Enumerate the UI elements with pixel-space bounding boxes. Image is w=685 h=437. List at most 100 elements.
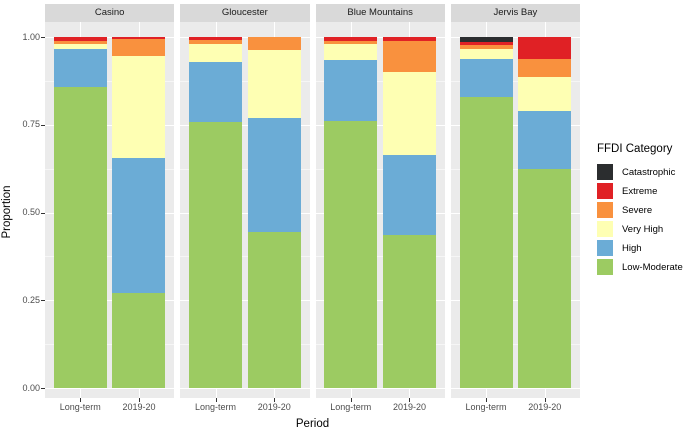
y-tick-mark	[41, 300, 45, 302]
facet-strip-casino: Casino	[45, 4, 175, 22]
segment-jervis-bay-2019-20-severe	[518, 59, 572, 77]
segment-blue-mountains-2019-20-low-moderate	[382, 235, 436, 388]
gridline-minor	[45, 344, 175, 346]
legend-item-severe: Severe	[597, 202, 685, 218]
gridline-major	[45, 300, 175, 302]
gridline-minor	[45, 80, 175, 82]
legend-label-catastrophic: Catastrophic	[622, 166, 676, 178]
gridline-minor	[180, 256, 310, 258]
segment-blue-mountains-long-term-very-high	[324, 44, 378, 61]
gridline-major	[315, 37, 445, 38]
x-tick-mark	[138, 397, 140, 402]
segment-gloucester-2019-20-high	[247, 117, 301, 232]
x-tick-label-long-term: Long-term	[465, 402, 507, 412]
segment-casino-long-term-severe	[53, 40, 107, 45]
gridline-major	[315, 300, 445, 302]
segment-casino-2019-20-low-moderate	[112, 293, 166, 388]
legend-swatch-severe	[597, 202, 613, 218]
legend-item-high: High	[597, 240, 685, 256]
x-axis-title: Period	[295, 418, 330, 430]
gridline-major	[450, 300, 580, 302]
legend-swatch-very-high	[597, 221, 613, 237]
legend-title: FFDI Category	[597, 143, 673, 155]
segment-jervis-bay-long-term-extreme	[459, 41, 513, 46]
segment-blue-mountains-2019-20-extreme	[382, 37, 436, 42]
gridline-major	[180, 37, 310, 38]
y-tick-label-0.00: 0.00	[22, 382, 40, 393]
legend-item-low-moderate: Low-Moderate	[597, 259, 685, 275]
segment-blue-mountains-2019-20-severe	[382, 41, 436, 73]
segment-jervis-bay-long-term-catastrophic	[459, 37, 513, 42]
gridline-minor	[180, 80, 310, 82]
gridline-minor	[450, 344, 580, 346]
segment-gloucester-2019-20-severe	[247, 37, 301, 50]
y-tick-mark	[41, 37, 45, 38]
gridline-minor	[180, 168, 310, 170]
segment-casino-2019-20-severe	[112, 39, 166, 57]
gridline-minor	[450, 168, 580, 170]
facet-strip-label-blue-mountains: Blue Mountains	[347, 7, 413, 19]
gridline-major	[315, 124, 445, 126]
legend-swatch-catastrophic	[597, 164, 613, 180]
x-tick-label-long-term: Long-term	[195, 402, 237, 412]
bar-casino-2019-20	[112, 37, 166, 388]
segment-jervis-bay-2019-20-extreme	[518, 37, 572, 60]
segment-jervis-bay-long-term-low-moderate	[459, 96, 513, 388]
x-tick-mark	[215, 397, 217, 402]
segment-blue-mountains-long-term-extreme	[324, 37, 378, 42]
segment-blue-mountains-long-term-low-moderate	[324, 120, 378, 388]
x-tick-mark	[544, 397, 546, 402]
legend: FFDI Category Catastrophic Extreme Severe V…	[597, 143, 685, 278]
gridline-major	[180, 300, 310, 302]
segment-blue-mountains-long-term-severe	[324, 41, 378, 45]
x-tick-label-long-term: Long-term	[59, 402, 101, 412]
legend-label-severe: Severe	[622, 204, 653, 216]
y-tick-mark	[41, 124, 45, 126]
legend-label-very-high: Very High	[622, 223, 664, 235]
gridline-major	[450, 37, 580, 38]
x-tick-mark	[350, 397, 352, 402]
segment-jervis-bay-2019-20-very-high	[518, 77, 572, 112]
gridline-minor	[180, 344, 310, 346]
x-tick-label-long-term: Long-term	[330, 402, 372, 412]
facet-strip-label-jervis-bay: Jervis Bay	[493, 7, 538, 19]
segment-jervis-bay-long-term-severe	[459, 45, 513, 49]
legend-item-catastrophic: Catastrophic	[597, 164, 685, 180]
gridline-minor	[450, 256, 580, 258]
segment-blue-mountains-2019-20-high	[382, 154, 436, 236]
segment-jervis-bay-long-term-high	[459, 59, 513, 97]
facet-panel-jervis-bay	[450, 21, 580, 398]
x-tick-mark	[274, 397, 276, 402]
facet-panel-casino	[45, 21, 175, 398]
facet-strip-label-gloucester: Gloucester	[221, 7, 268, 19]
segment-gloucester-2019-20-very-high	[247, 49, 301, 118]
gridline-major	[450, 388, 580, 389]
gridline-major	[45, 212, 175, 214]
segment-gloucester-long-term-severe	[189, 40, 243, 45]
x-tick-mark	[409, 397, 411, 402]
bar-blue-mountains-long-term	[324, 37, 378, 388]
gridline-major	[315, 388, 445, 389]
segment-casino-2019-20-extreme	[112, 37, 166, 40]
bar-blue-mountains-2019-20	[382, 37, 436, 388]
segment-blue-mountains-2019-20-very-high	[382, 72, 436, 155]
legend-swatch-extreme	[597, 183, 613, 199]
segment-gloucester-long-term-very-high	[189, 44, 243, 62]
segment-casino-2019-20-high	[112, 158, 166, 294]
gridline-minor	[315, 168, 445, 170]
gridline-major	[45, 124, 175, 126]
segment-casino-long-term-high	[53, 49, 107, 87]
legend-swatch-high	[597, 240, 613, 256]
x-tick-mark	[80, 397, 82, 402]
bar-gloucester-long-term	[189, 37, 243, 388]
segment-casino-long-term-very-high	[53, 44, 107, 50]
gridline-major	[45, 37, 175, 38]
y-tick-label-0.25: 0.25	[22, 294, 40, 305]
gridline-minor	[45, 256, 175, 258]
y-tick-label-0.50: 0.50	[22, 207, 40, 217]
x-tick-label-2019-20: 2019-20	[528, 402, 562, 412]
segment-casino-2019-20-very-high	[112, 56, 166, 159]
gridline-major	[450, 212, 580, 214]
facet-strip-blue-mountains: Blue Mountains	[315, 4, 445, 22]
